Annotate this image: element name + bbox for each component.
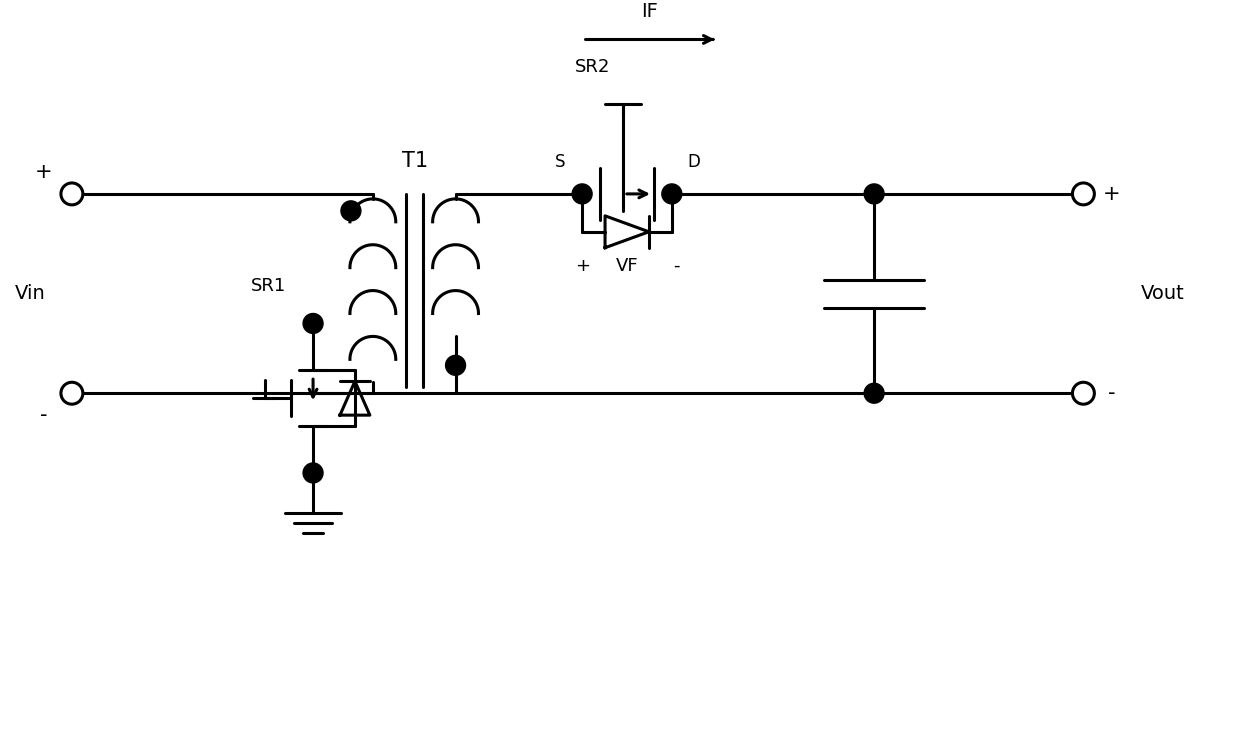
Circle shape	[864, 184, 885, 204]
Text: Vin: Vin	[15, 284, 46, 303]
Text: S: S	[555, 153, 565, 171]
Text: -: -	[674, 257, 680, 275]
Circle shape	[446, 356, 466, 375]
Text: +: +	[35, 162, 53, 182]
Text: SR2: SR2	[575, 58, 610, 76]
Text: +: +	[575, 257, 590, 275]
Circle shape	[341, 201, 361, 221]
Text: Vout: Vout	[1141, 284, 1184, 303]
Circle shape	[662, 184, 681, 204]
Text: SR1: SR1	[250, 276, 286, 294]
Text: T1: T1	[401, 151, 427, 171]
Text: +: +	[1103, 184, 1120, 204]
Circle shape	[864, 383, 885, 403]
Text: IF: IF	[642, 2, 658, 21]
Text: VF: VF	[616, 257, 638, 275]
Circle shape	[304, 314, 323, 333]
Text: -: -	[40, 405, 48, 425]
Text: D: D	[688, 153, 700, 171]
Circle shape	[304, 463, 323, 483]
Text: -: -	[1108, 383, 1115, 403]
Circle shape	[572, 184, 592, 204]
